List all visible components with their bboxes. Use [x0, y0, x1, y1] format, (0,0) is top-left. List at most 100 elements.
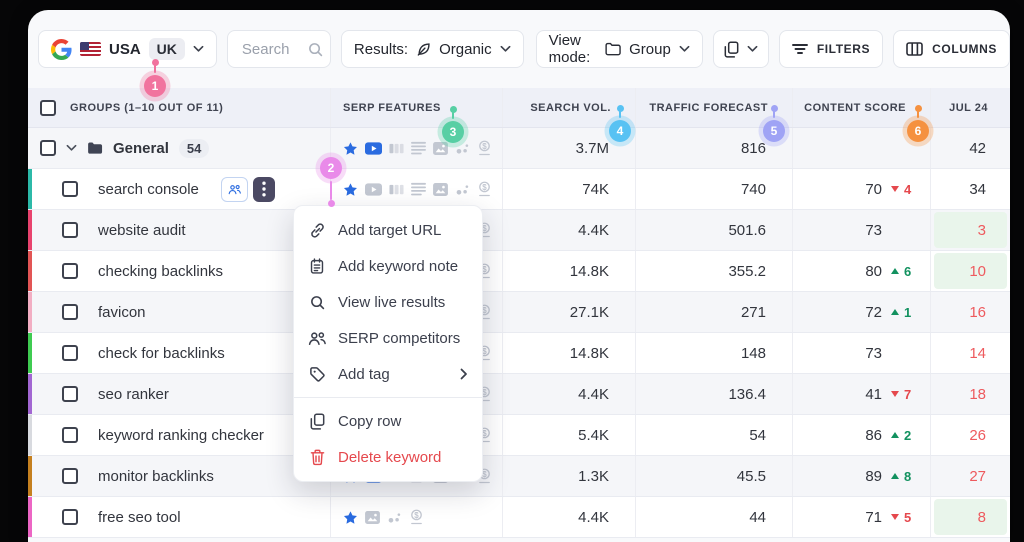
table-row[interactable]: free seo tool $ 4.4K 44 71 5 8 — [28, 497, 1010, 538]
menu-item-add-tag[interactable]: Add tag — [294, 356, 482, 392]
table-row[interactable]: favicon $ 27.1K 271 72 1 16 — [28, 292, 1010, 333]
row-hover-actions — [220, 176, 275, 202]
keyword-label: check for backlinks — [98, 344, 225, 362]
row-checkbox[interactable] — [62, 222, 78, 238]
callout-badge-1: 1 — [144, 75, 166, 97]
menu-item-label: SERP competitors — [338, 329, 461, 347]
results-value: Organic — [439, 40, 492, 58]
position-cell: 10 — [930, 251, 1010, 291]
content-score-cell: 80 6 — [792, 251, 930, 291]
row-checkbox[interactable] — [62, 345, 78, 361]
traffic-forecast-cell: 740 — [635, 169, 792, 209]
menu-item-copy-row[interactable]: Copy row — [294, 403, 482, 439]
menu-item-add-target-url[interactable]: Add target URL — [294, 212, 482, 248]
callout-badge-3: 3 — [442, 121, 464, 143]
header-content-score[interactable]: CONTENT SCORE — [804, 101, 906, 114]
search-engine-selector[interactable]: USA UK — [38, 30, 217, 68]
group-row[interactable]: General 54 $ 3.7M 816 42 — [28, 128, 1010, 169]
content-score-cell: 73 — [792, 333, 930, 373]
table-row[interactable]: seo ranker $ 4.4K 136.4 41 7 18 — [28, 374, 1010, 415]
row-checkbox[interactable] — [62, 509, 78, 525]
serp-features-cell: $ — [330, 128, 502, 168]
header-date-jul-24[interactable]: JUL 24 — [949, 101, 988, 114]
header-groups[interactable]: GROUPS (1–10 OUT OF 11) — [70, 101, 224, 114]
table-row[interactable]: checking backlinks $ 14.8K 355.2 80 6 10 — [28, 251, 1010, 292]
row-checkbox[interactable] — [62, 304, 78, 320]
header-traffic-forecast[interactable]: TRAFFIC FORECAST — [649, 101, 768, 114]
menu-item-label: Copy row — [338, 412, 402, 430]
search-box[interactable] — [226, 30, 331, 68]
folder-icon — [87, 141, 103, 155]
row-checkbox[interactable] — [62, 181, 78, 197]
app-window: USA UK Results: Organic View mode: Group — [28, 10, 1010, 542]
table-row[interactable]: website audit $ 4.4K 501.6 73 3 — [28, 210, 1010, 251]
serp-features-cell: $ — [330, 497, 502, 537]
table-row[interactable]: keyword ranking checker $ 5.4K 54 86 2 26 — [28, 415, 1010, 456]
view-mode-selector[interactable]: View mode: Group — [535, 30, 703, 68]
list-serp-icon — [411, 141, 426, 155]
filter-icon — [791, 43, 808, 55]
menu-item-add-keyword-note[interactable]: Add keyword note — [294, 248, 482, 284]
copy-dropdown-button[interactable] — [712, 30, 769, 68]
search-volume-cell: 5.4K — [502, 415, 635, 455]
svg-text:$: $ — [482, 183, 487, 192]
header-search-volume[interactable]: SEARCH VOL. — [530, 101, 611, 114]
filters-button[interactable]: FILTERS — [778, 30, 884, 68]
row-checkbox[interactable] — [62, 468, 78, 484]
link-icon — [308, 222, 326, 239]
delta-up-icon — [891, 432, 899, 438]
group-color-strip — [28, 169, 32, 209]
search-volume-cell: 14.8K — [502, 333, 635, 373]
keyword-label: seo ranker — [98, 385, 169, 403]
row-checkbox[interactable] — [40, 140, 56, 156]
table-row[interactable]: check for backlinks $ 14.8K 148 73 14 — [28, 333, 1010, 374]
menu-separator — [294, 397, 482, 398]
svg-text:$: $ — [482, 429, 487, 438]
row-checkbox[interactable] — [62, 427, 78, 443]
select-all-checkbox[interactable] — [40, 99, 56, 116]
row-checkbox[interactable] — [62, 386, 78, 402]
trash-icon — [308, 449, 326, 466]
traffic-forecast-cell: 816 — [635, 128, 792, 168]
columns-button[interactable]: COLUMNS — [893, 30, 1010, 68]
header-serp-features[interactable]: SERP FEATURES — [343, 101, 441, 114]
row-checkbox[interactable] — [62, 263, 78, 279]
table-row[interactable]: monitor backlinks $ 1.3K 45.5 89 8 27 — [28, 456, 1010, 497]
group-color-strip — [28, 210, 32, 250]
callout-pointer-dot — [449, 105, 457, 113]
organic-leaf-icon — [416, 42, 431, 57]
row-menu-button[interactable] — [252, 176, 275, 202]
content-score-cell: 73 — [792, 210, 930, 250]
serp-competitors-button[interactable] — [220, 176, 248, 202]
results-type-selector[interactable]: Results: Organic — [340, 30, 524, 68]
table-header: GROUPS (1–10 OUT OF 11) SERP FEATURES SE… — [28, 88, 1010, 128]
keyword-label: website audit — [98, 221, 186, 239]
keywords-table: GROUPS (1–10 OUT OF 11) SERP FEATURES SE… — [28, 88, 1010, 538]
group-count-badge: 54 — [178, 138, 210, 158]
image-serp-icon — [365, 510, 380, 524]
chevron-down-icon — [679, 45, 690, 53]
chevron-right-icon — [460, 368, 468, 380]
star-serp-icon — [343, 182, 358, 197]
menu-item-serp-competitors[interactable]: SERP competitors — [294, 320, 482, 356]
group-name: General — [113, 139, 169, 157]
search-input[interactable] — [239, 39, 300, 59]
menu-item-view-live-results[interactable]: View live results — [294, 284, 482, 320]
traffic-forecast-cell: 136.4 — [635, 374, 792, 414]
menu-item-label: View live results — [338, 293, 446, 311]
ads-serp-icon: $ — [477, 140, 492, 156]
copy-icon — [308, 412, 326, 430]
delta-up-icon — [891, 268, 899, 274]
content-score-cell: 41 7 — [792, 374, 930, 414]
menu-item-delete-keyword[interactable]: Delete keyword — [294, 439, 482, 475]
chevron-down-icon[interactable] — [66, 144, 77, 152]
ads-serp-icon: $ — [477, 181, 492, 197]
traffic-forecast-cell: 501.6 — [635, 210, 792, 250]
delta-down-icon — [891, 186, 899, 192]
svg-text:$: $ — [482, 224, 487, 233]
position-cell: 27 — [930, 456, 1010, 496]
table-row[interactable]: search console $ 74K 740 70 4 34 — [28, 169, 1010, 210]
callout-pointer-dot — [914, 104, 922, 112]
columns-label: COLUMNS — [932, 42, 997, 56]
